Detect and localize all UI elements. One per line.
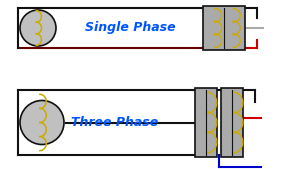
Text: Three Phase: Three Phase	[71, 116, 159, 129]
Text: Single Phase: Single Phase	[85, 21, 175, 34]
Circle shape	[20, 10, 56, 46]
Bar	[203, 6, 245, 50]
Bar	[221, 88, 243, 157]
Circle shape	[20, 101, 64, 144]
Bar	[195, 88, 217, 157]
